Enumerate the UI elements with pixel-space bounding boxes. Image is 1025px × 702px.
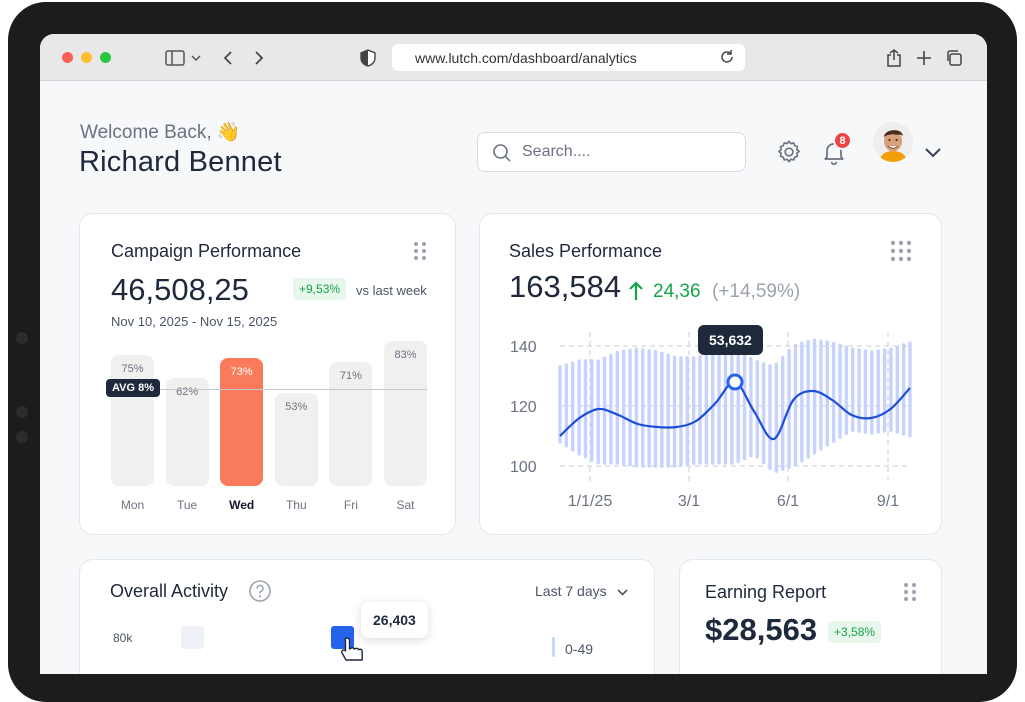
period-dropdown[interactable]: Last 7 days [535, 583, 628, 599]
earning-change-badge: +3,58% [828, 621, 882, 643]
compare-text: vs last week [356, 283, 427, 298]
device-button [16, 431, 28, 443]
heatmap-cell[interactable] [181, 626, 204, 649]
screen: www.lutch.com/dashboard/analytics Welcom… [40, 34, 987, 674]
y-tick-label: 140 [510, 339, 537, 356]
bar-fri[interactable]: 71% [329, 361, 373, 486]
highlight-point [726, 373, 744, 391]
search-input[interactable]: Search.... [477, 132, 746, 172]
reload-icon[interactable] [719, 49, 735, 68]
sales-change-percent: (+14,59%) [712, 281, 801, 302]
drag-handle-icon[interactable] [903, 582, 917, 602]
x-tick-label: 3/1 [678, 493, 700, 510]
bar-value-label: 53% [285, 401, 308, 414]
x-tick-label: 6/1 [777, 493, 799, 510]
average-label: AVG 8% [106, 379, 160, 397]
maximize-window-button[interactable] [100, 52, 111, 63]
url-text: www.lutch.com/dashboard/analytics [415, 49, 637, 66]
campaign-value: 46,508,25 [111, 272, 249, 307]
new-tab-icon[interactable] [913, 47, 935, 69]
bar-sat[interactable]: 83% [384, 340, 427, 486]
bar-mon[interactable]: 75% [111, 354, 154, 486]
chevron-down-icon [616, 589, 628, 596]
sales-line-chart: 140 120 100 1/1/25 3/1 6/1 9/1 [510, 332, 912, 510]
day-label: Tue [176, 498, 198, 512]
help-icon[interactable] [249, 580, 271, 602]
bar-value-label: 83% [394, 348, 417, 361]
campaign-performance-card: Campaign Performance 46,508,25 +9,53% vs… [79, 213, 456, 535]
address-bar[interactable]: www.lutch.com/dashboard/analytics [392, 44, 745, 71]
day-label: Wed [229, 498, 255, 512]
card-title: Sales Performance [509, 241, 663, 261]
y-tick-label: 120 [510, 399, 537, 416]
y-tick-label: 100 [510, 459, 537, 476]
card-title: Overall Activity [110, 581, 229, 601]
sales-performance-card: Sales Performance 163,584 24,36 (+14,59%… [479, 213, 942, 535]
back-icon[interactable] [217, 47, 239, 69]
bar-value-label: 71% [339, 369, 362, 382]
bar-wed[interactable]: 73% [220, 358, 264, 486]
user-name: Richard Bennet [79, 146, 282, 178]
drag-handle-icon[interactable] [413, 241, 427, 261]
card-title: Campaign Performance [111, 241, 302, 261]
device-button [16, 332, 28, 344]
account-menu-chevron-icon[interactable] [924, 147, 942, 159]
sales-value: 163,584 [509, 269, 622, 304]
notification-badge: 8 [833, 131, 852, 150]
arrow-up-icon [629, 281, 643, 300]
bar-value-label: 62% [176, 385, 199, 398]
bar-value-label: 73% [230, 366, 253, 379]
search-placeholder: Search.... [522, 143, 591, 160]
activity-tooltip: 26,403 [361, 602, 428, 638]
browser-toolbar: www.lutch.com/dashboard/analytics [40, 34, 987, 81]
avatar[interactable] [873, 122, 913, 162]
forward-icon[interactable] [248, 47, 270, 69]
earning-value: $28,563 [705, 612, 818, 647]
drag-handle-icon[interactable] [890, 240, 912, 262]
legend-swatch [552, 637, 555, 657]
day-label: Sat [396, 498, 415, 512]
shield-icon [357, 47, 379, 69]
earning-report-card: Earning Report $28,563 +3,58% [679, 559, 942, 674]
close-window-button[interactable] [62, 52, 73, 63]
chevron-down-icon[interactable] [190, 47, 202, 69]
share-icon[interactable] [883, 47, 905, 69]
sidebar-toggle-icon[interactable] [164, 47, 186, 69]
date-range: Nov 10, 2025 - Nov 15, 2025 [111, 314, 278, 329]
bar-tue[interactable]: 62% [165, 377, 209, 486]
bar-thu[interactable]: 53% [274, 393, 318, 486]
sales-change: 24,36 [653, 281, 701, 302]
period-label: Last 7 days [535, 583, 607, 599]
tabs-overview-icon[interactable] [943, 47, 965, 69]
overall-activity-card: Overall Activity Last 7 days 80k 26,403 … [79, 559, 655, 674]
y-axis-label: 80k [113, 631, 133, 645]
welcome-text: Welcome Back, 👋 [80, 122, 241, 143]
minimize-window-button[interactable] [81, 52, 92, 63]
change-badge: +9,53% [293, 278, 347, 300]
x-tick-label: 1/1/25 [568, 493, 613, 510]
chart-tooltip: 53,632 [698, 325, 763, 355]
bar-value-label: 75% [121, 362, 144, 375]
search-icon [493, 144, 511, 162]
pointer-cursor-icon [341, 637, 363, 661]
day-label: Mon [120, 498, 145, 512]
legend-label: 0-49 [565, 641, 594, 657]
day-label: Fri [343, 498, 358, 512]
settings-gear-icon[interactable] [775, 138, 803, 166]
day-label: Thu [285, 498, 307, 512]
average-line [154, 389, 427, 390]
device-button [16, 406, 28, 418]
card-title: Earning Report [705, 582, 827, 602]
x-tick-label: 9/1 [877, 493, 899, 510]
